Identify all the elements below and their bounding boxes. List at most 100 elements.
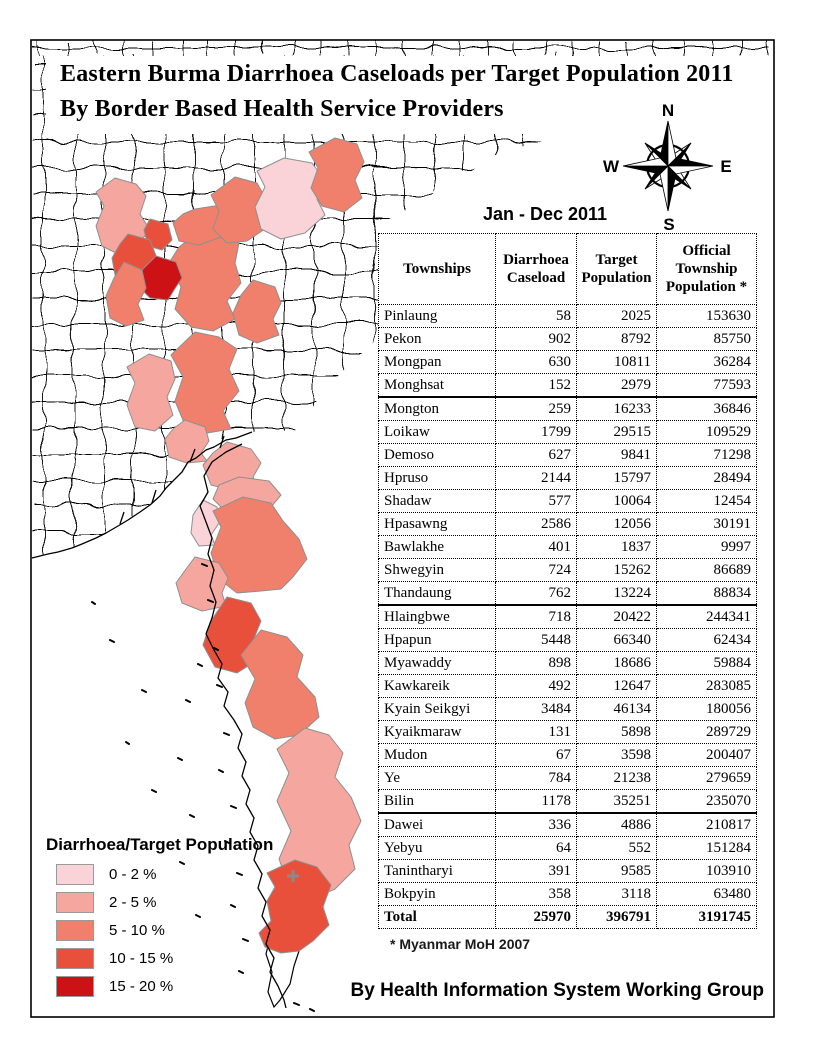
table-cell: 898 xyxy=(495,651,577,675)
table-cell: 46134 xyxy=(576,697,657,721)
table-cell: 12647 xyxy=(576,674,657,698)
table-cell: 2025 xyxy=(576,304,657,328)
compass-label-east: E xyxy=(720,157,731,176)
table-cell: 3484 xyxy=(495,697,577,721)
legend-class: 15 - 20 % xyxy=(56,976,273,997)
table-cell: Myawaddy xyxy=(378,651,496,675)
legend-swatch xyxy=(56,976,94,997)
table-row: Yebyu 64 552 151284 xyxy=(378,836,757,860)
title-line-2: By Border Based Health Service Providers xyxy=(60,96,504,122)
table-cell: 10064 xyxy=(576,489,657,513)
table-row: Tanintharyi 391 9585 103910 xyxy=(378,859,757,883)
legend-class: 5 - 10 % xyxy=(56,920,273,941)
table-cell: Total xyxy=(378,905,496,929)
table-row: Pekon 902 8792 85750 xyxy=(378,327,757,351)
table-cell: 552 xyxy=(576,836,657,860)
table-cell: 131 xyxy=(495,720,577,744)
coastline xyxy=(31,431,287,1009)
map-legend: Diarrhoea/Target Population 0 - 2 % 2 - 5… xyxy=(46,835,273,1004)
table-cell: 36284 xyxy=(656,350,757,374)
table-cell: 235070 xyxy=(656,789,757,814)
table-row: Hpapun 5448 66340 62434 xyxy=(378,628,757,652)
table-cell: 15262 xyxy=(576,558,657,582)
table-cell: 59884 xyxy=(656,651,757,675)
table-cell: Yebyu xyxy=(378,836,496,860)
table-cell: 86689 xyxy=(656,558,757,582)
table-cell: 630 xyxy=(495,350,577,374)
column-header: Townships xyxy=(378,233,496,305)
table-cell: 2144 xyxy=(495,466,577,490)
frame-border xyxy=(30,39,775,1018)
table-cell: Kawkareik xyxy=(378,674,496,698)
legend-class-label: 0 - 2 % xyxy=(109,866,157,883)
table-cell: 492 xyxy=(495,674,577,698)
table-row: Loikaw 1799 29515 109529 xyxy=(378,420,757,444)
table-body: Pinlaung 58 2025 153630 Pekon 902 8792 85750 Mon… xyxy=(378,304,757,929)
table-cell: Hlaingbwe xyxy=(378,604,496,629)
table-cell: 58 xyxy=(495,304,577,328)
table-cell: 358 xyxy=(495,882,577,906)
table-cell: 5448 xyxy=(495,628,577,652)
table-cell: Shadaw xyxy=(378,489,496,513)
legend-title: Diarrhoea/Target Population xyxy=(46,835,274,854)
legend-class-label: 2 - 5 % xyxy=(109,894,157,911)
table-cell: 20422 xyxy=(576,604,657,629)
table-cell: 62434 xyxy=(656,628,757,652)
legend-class-label: 15 - 20 % xyxy=(109,978,174,995)
column-header: Diarrhoea Caseload xyxy=(495,233,577,305)
table-row: Mongton 259 16233 36846 xyxy=(378,396,757,421)
table-cell: 109529 xyxy=(656,420,757,444)
table-cell: 200407 xyxy=(656,743,757,767)
table-row: Bokpyin 358 3118 63480 xyxy=(378,882,757,906)
table-cell: 718 xyxy=(495,604,577,629)
table-cell: 13224 xyxy=(576,581,657,606)
islands xyxy=(91,563,315,1012)
legend-swatch xyxy=(56,864,94,885)
table-cell: 210817 xyxy=(656,812,757,837)
table-cell: 103910 xyxy=(656,859,757,883)
table-cell: 5898 xyxy=(576,720,657,744)
table-cell: 25970 xyxy=(495,905,577,929)
table-cell: 10811 xyxy=(576,350,657,374)
table-row: Monghsat 152 2979 77593 xyxy=(378,373,757,398)
table-cell: Hpruso xyxy=(378,466,496,490)
table-cell: 8792 xyxy=(576,327,657,351)
table-cell: 71298 xyxy=(656,443,757,467)
table-cell: Loikaw xyxy=(378,420,496,444)
table-cell: 902 xyxy=(495,327,577,351)
table-cell: 3191745 xyxy=(656,905,757,929)
table-cell: Pinlaung xyxy=(378,304,496,328)
table-cell: 15797 xyxy=(576,466,657,490)
source-footnote: * Myanmar MoH 2007 xyxy=(390,936,531,952)
table-cell: 396791 xyxy=(576,905,657,929)
legend-class: 0 - 2 % xyxy=(56,864,273,885)
table-cell: Monghsat xyxy=(378,373,496,398)
table-cell: 289729 xyxy=(656,720,757,744)
table-row: Ye 784 21238 279659 xyxy=(378,766,757,790)
table-cell: 391 xyxy=(495,859,577,883)
table-cell: Kyaikmaraw xyxy=(378,720,496,744)
table-cell: 401 xyxy=(495,535,577,559)
compass-rose: N E S W xyxy=(603,101,732,234)
table-cell: 283085 xyxy=(656,674,757,698)
table-cell: 29515 xyxy=(576,420,657,444)
table-cell: Dawei xyxy=(378,812,496,837)
table-cell: 9841 xyxy=(576,443,657,467)
table-row: Bilin 1178 35251 235070 xyxy=(378,789,757,814)
table-cell: 9997 xyxy=(656,535,757,559)
white-panels xyxy=(46,56,758,240)
credit-line: By Health Information System Working Gro… xyxy=(350,980,764,1001)
table-cell: 3118 xyxy=(576,882,657,906)
table-cell: 151284 xyxy=(656,836,757,860)
table-row: Thandaung 762 13224 88834 xyxy=(378,581,757,606)
legend-classes: 0 - 2 % 2 - 5 % 5 - 10 % 10 - 15 % 15 - 20 % xyxy=(46,864,273,997)
table-cell: Pekon xyxy=(378,327,496,351)
compass-label-north: N xyxy=(662,101,674,120)
legend-class: 10 - 15 % xyxy=(56,948,273,969)
table-cell: 36846 xyxy=(656,396,757,421)
map-title: Eastern Burma Diarrhoea Caseloads per Ta… xyxy=(60,57,770,127)
table-cell: 35251 xyxy=(576,789,657,814)
table-cell: Mudon xyxy=(378,743,496,767)
table-cell: Bawlakhe xyxy=(378,535,496,559)
